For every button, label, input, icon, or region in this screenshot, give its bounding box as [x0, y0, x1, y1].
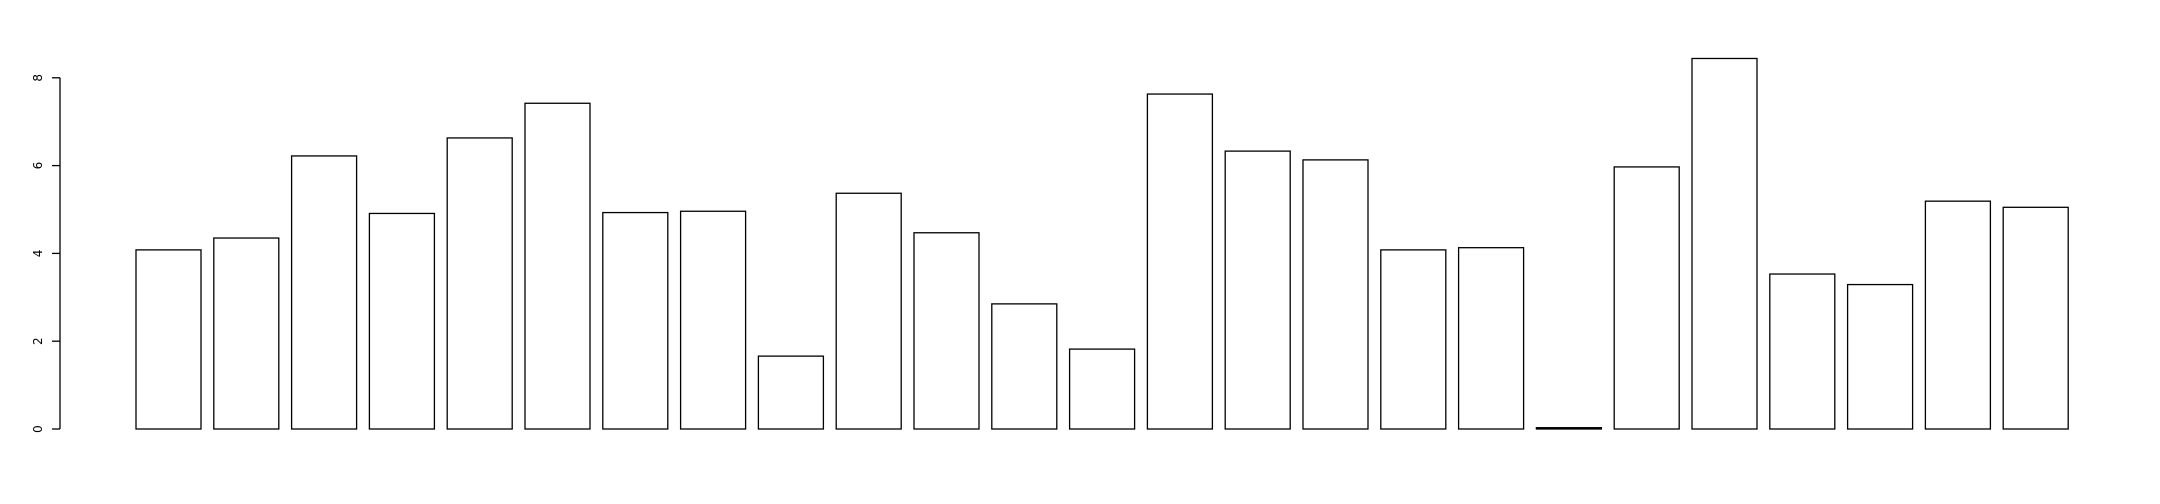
bar	[1846, 283, 1914, 430]
bar	[835, 192, 902, 430]
bar	[1613, 166, 1680, 430]
bar	[1924, 200, 1992, 430]
bar	[524, 102, 591, 430]
bar	[1380, 249, 1447, 430]
bar	[1691, 57, 1758, 430]
bar	[913, 232, 980, 430]
bar	[1457, 247, 1525, 430]
bar	[991, 303, 1058, 430]
y-tick-label: 4	[31, 250, 45, 258]
bar	[1302, 159, 1369, 430]
y-tick-label: 2	[31, 337, 45, 345]
bar	[1068, 348, 1136, 430]
bar	[679, 210, 747, 430]
bar	[2002, 206, 2069, 430]
bars	[135, 57, 2069, 430]
bar	[135, 249, 202, 430]
bar	[213, 237, 280, 430]
y-tick-label: 8	[31, 74, 45, 82]
bar	[290, 155, 358, 430]
bar	[1146, 93, 1214, 430]
bar	[1769, 273, 1836, 430]
y-tick-label: 0	[31, 425, 45, 433]
bar	[1224, 150, 1291, 430]
bar	[602, 211, 669, 430]
bar	[368, 212, 436, 430]
bar	[446, 137, 513, 430]
bar	[1535, 427, 1603, 430]
y-tick-label: 6	[31, 162, 45, 170]
y-axis: 0 2 4 6 8	[31, 74, 61, 433]
bar	[757, 355, 825, 430]
